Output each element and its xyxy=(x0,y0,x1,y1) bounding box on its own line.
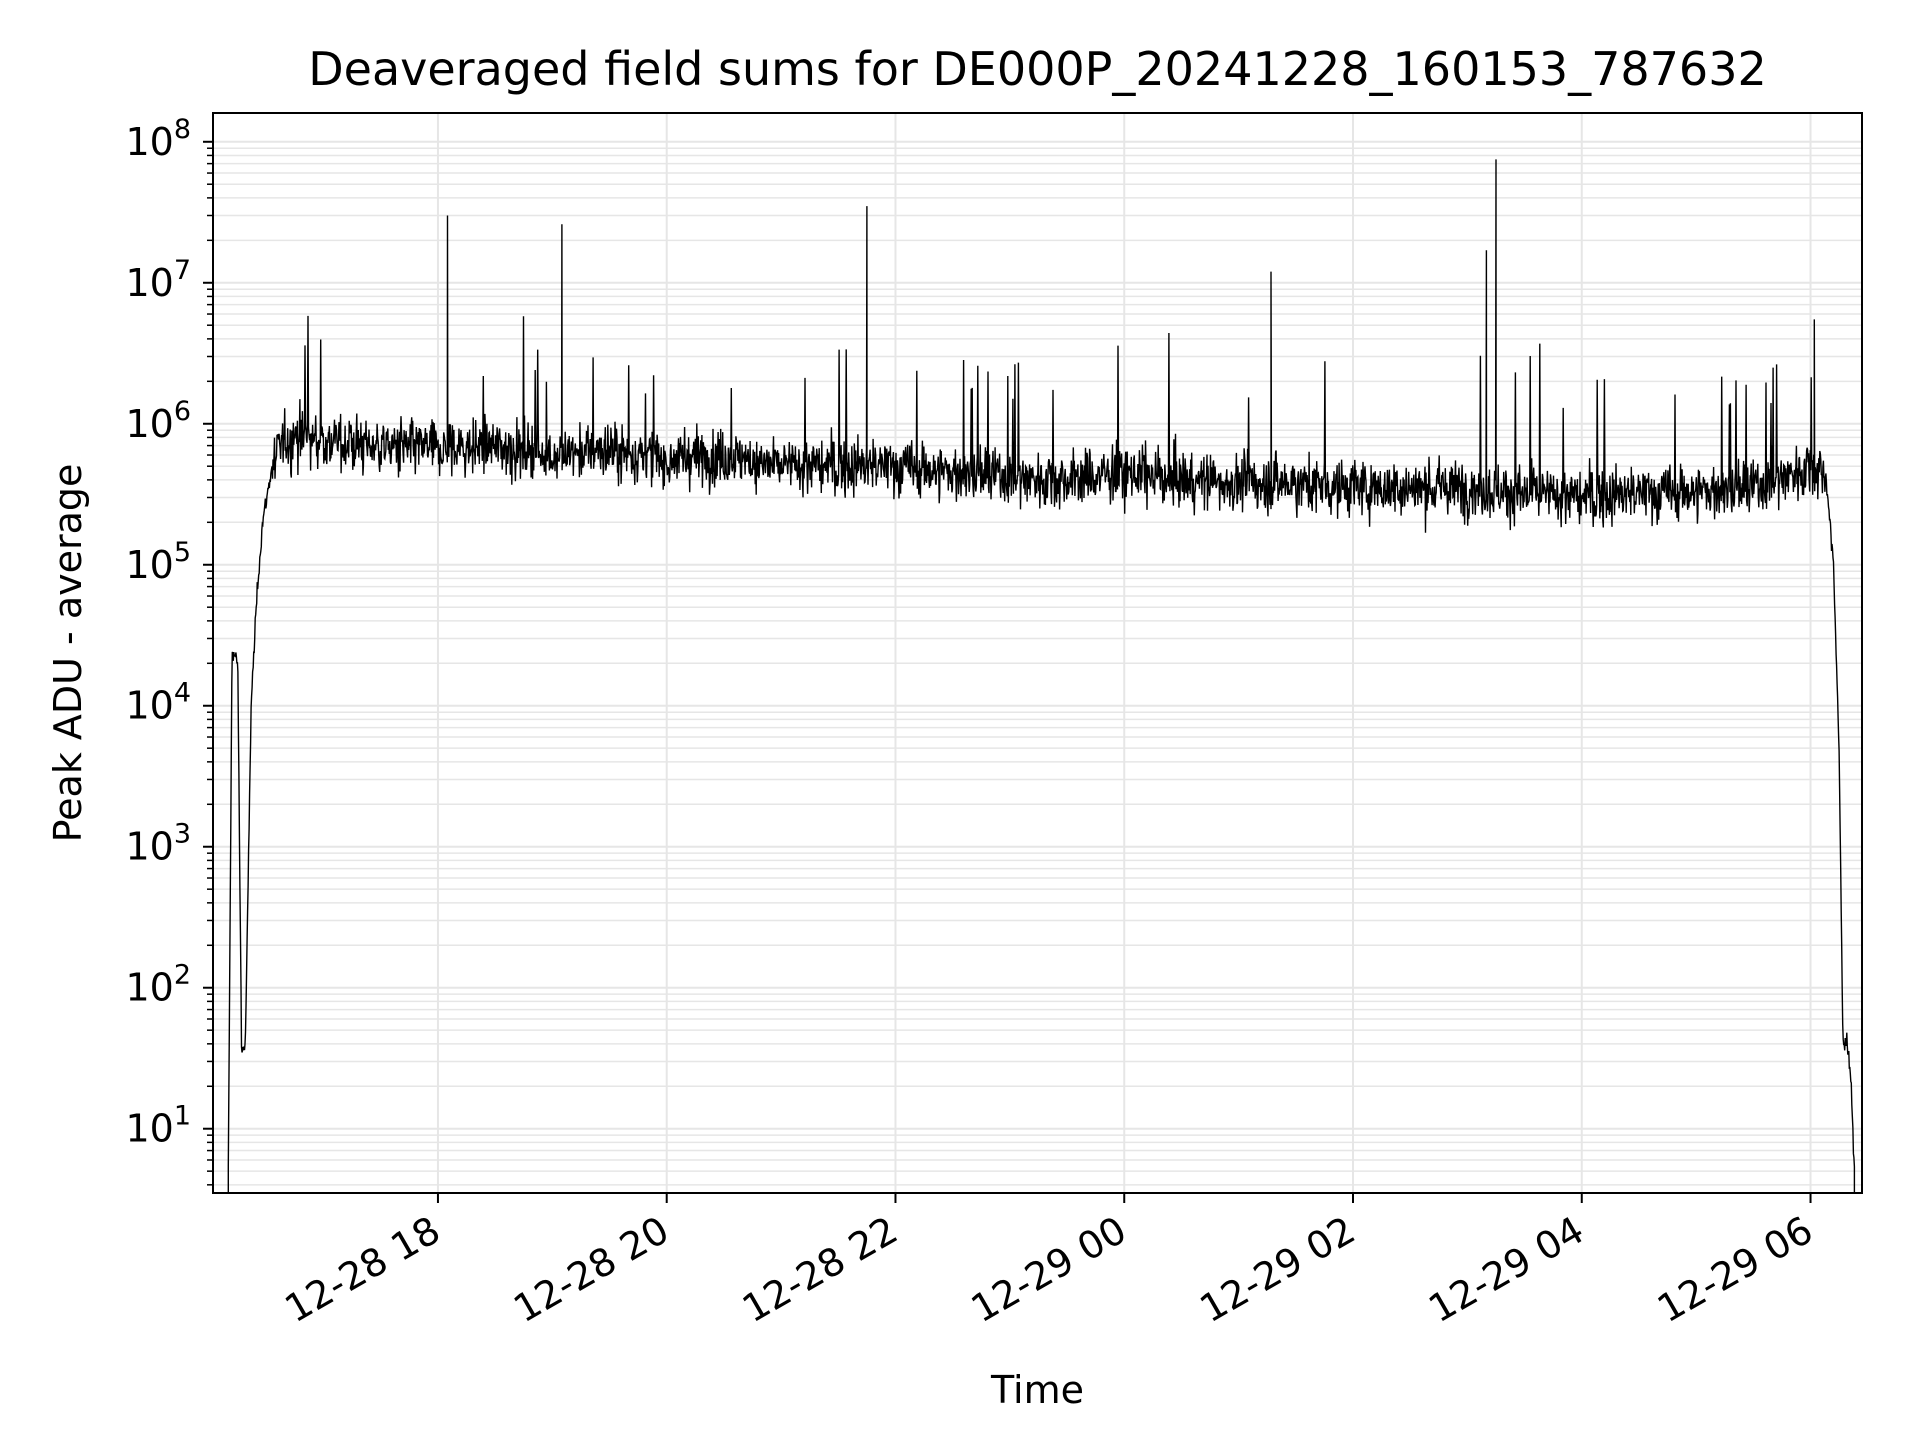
y-tick-label: 108 xyxy=(125,114,191,164)
y-axis-label: Peak ADU - average xyxy=(46,464,90,843)
y-tick-label: 103 xyxy=(125,819,191,869)
y-tick-label: 102 xyxy=(125,960,191,1010)
y-tick-label: 107 xyxy=(125,255,191,305)
data-area xyxy=(227,159,1856,1193)
y-tick-label: 106 xyxy=(125,396,191,446)
grid-lines xyxy=(213,113,1862,1193)
tick-marks xyxy=(203,140,1812,1203)
axes-frame xyxy=(212,112,1863,1194)
x-axis-label: Time xyxy=(990,1368,1084,1412)
chart-title: Deaveraged field sums for DE000P_2024122… xyxy=(308,42,1766,96)
series-line xyxy=(227,159,1856,1193)
y-tick-label: 105 xyxy=(125,537,191,587)
y-tick-label: 104 xyxy=(125,678,191,728)
y-tick-label: 101 xyxy=(125,1101,191,1151)
